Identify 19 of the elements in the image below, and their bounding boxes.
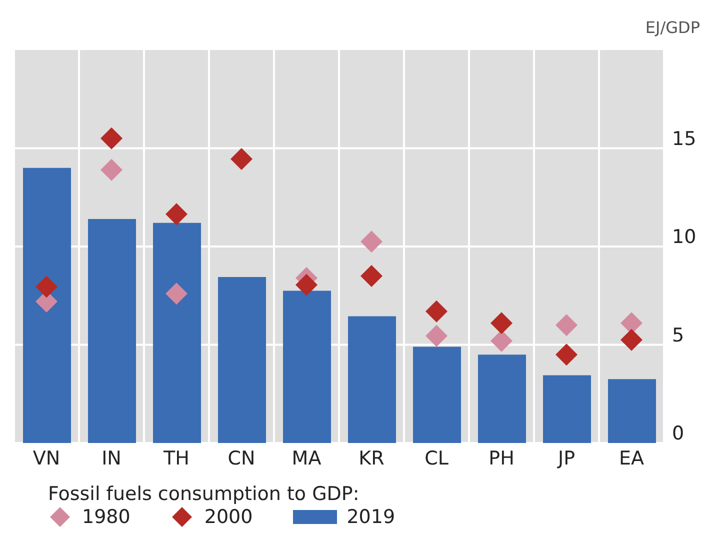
x-tick-label: CL — [424, 447, 449, 470]
y-tick-label: 15 — [672, 128, 696, 150]
y-tick-label: 10 — [672, 226, 696, 248]
legend-label: 1980 — [82, 506, 130, 528]
x-tick-label: MA — [292, 447, 322, 470]
x-tick-label: VN — [32, 447, 60, 470]
y-tick-label: 5 — [672, 324, 684, 346]
y-tick-label: 0 — [672, 422, 684, 445]
y-axis-title: EJ/GDP — [645, 18, 700, 37]
x-tick-label: KR — [358, 447, 384, 470]
x-tick-label: PH — [488, 447, 514, 470]
x-tick-label: IN — [102, 447, 122, 470]
legend-label: 2019 — [346, 506, 396, 528]
x-tick-label: CN — [228, 447, 256, 470]
x-tick-label: TH — [162, 447, 190, 470]
legend-label: 2000 — [204, 506, 253, 528]
x-tick-label: JP — [556, 447, 576, 470]
legend-title: Fossil fuels consumption to GDP: — [48, 483, 360, 505]
x-tick-label: EA — [618, 447, 644, 470]
